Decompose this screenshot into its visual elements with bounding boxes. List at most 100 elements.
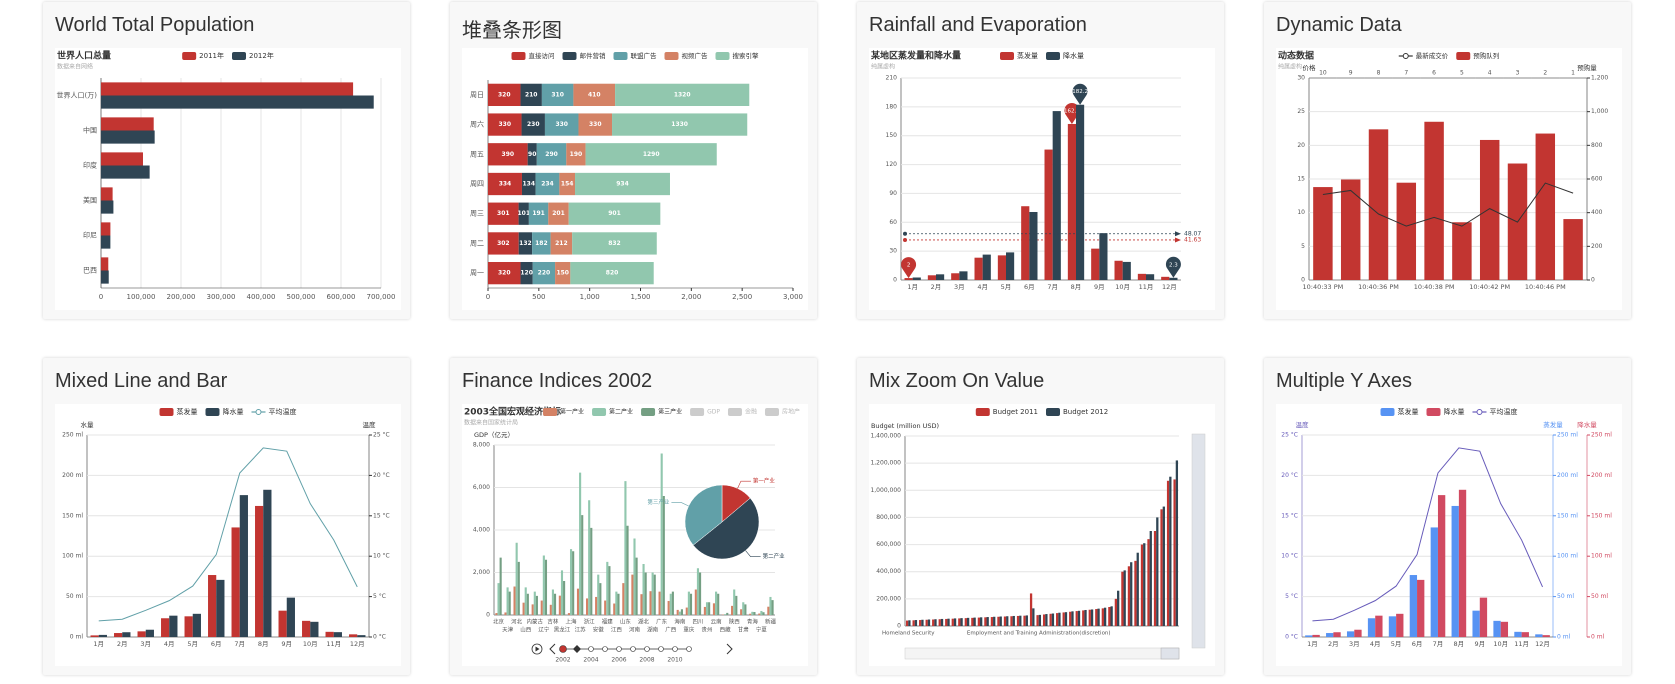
timeline-next[interactable]: [726, 643, 733, 655]
bar: [255, 505, 264, 637]
legend-icon: [1046, 408, 1060, 416]
bar: [762, 612, 765, 615]
bar: [90, 635, 99, 637]
bar: [912, 620, 915, 626]
chart-card: Dynamic Data 动态数据 纯属虚构 最新成交价 预购队列 0 5 10 15 20 25 3…: [1264, 2, 1631, 319]
legend-label: 金融: [745, 408, 757, 416]
bar: [908, 620, 911, 626]
legend-label: 平均温度: [269, 407, 297, 416]
chart-card: Mix Zoom On Value Budget 2011 Budget 2012 0…: [857, 358, 1224, 675]
y-tick-label: 周一: [470, 269, 484, 277]
timeline-node[interactable]: [602, 646, 608, 652]
legend: Budget 2011 Budget 2012: [975, 408, 1108, 416]
bar: [567, 613, 570, 615]
bar: [573, 83, 616, 106]
axis-name: 温度: [1296, 420, 1310, 429]
timeline-node[interactable]: [630, 646, 636, 652]
bar: [1075, 611, 1078, 626]
bar: [497, 583, 500, 615]
bar: [1166, 480, 1170, 626]
card-heading: Dynamic Data: [1276, 14, 1402, 36]
x-tick-label: Employment and Training Administration(d…: [967, 631, 1111, 637]
bar: [1088, 609, 1091, 626]
legend-icon: [764, 408, 779, 416]
bar: [986, 617, 989, 626]
bar: [947, 618, 950, 626]
bar: [1143, 543, 1146, 626]
bar: [579, 472, 582, 615]
x-tick-label: 10月: [1493, 640, 1508, 648]
bar: [532, 262, 556, 285]
legend-icon: [613, 52, 628, 60]
timeline-node[interactable]: [616, 646, 622, 652]
bar: [1097, 608, 1100, 626]
y-tick-label: 1,000,000: [870, 487, 901, 494]
bar: [735, 595, 738, 615]
bar: [1114, 598, 1118, 626]
timeline-play[interactable]: [531, 643, 543, 655]
legend-label: 降水量: [1063, 51, 1084, 60]
timeline-node[interactable]: [573, 645, 581, 653]
legend-label: 第一产业: [560, 408, 584, 416]
legend-label: 蒸发量: [1398, 407, 1419, 416]
y-tick-label: 5 °C: [1285, 593, 1298, 600]
bar: [1424, 121, 1444, 281]
bar: [590, 527, 593, 615]
chart-title: 动态数据: [1278, 50, 1314, 62]
timeline-node[interactable]: [559, 645, 567, 653]
y-tick-label: 15 °C: [373, 512, 390, 519]
timeline-node[interactable]: [644, 646, 650, 652]
legend-icon: [159, 408, 174, 416]
zoom-slider-vertical[interactable]: [1191, 433, 1206, 649]
x-tick-label: 2月: [117, 640, 128, 648]
bar: [520, 83, 542, 106]
x-tick-label: 12月: [350, 640, 365, 648]
x-tick-label: 3,000: [783, 293, 803, 301]
y-tick-label: 25: [1297, 108, 1305, 115]
bar: [1409, 575, 1418, 637]
legend: 蒸发量 降水量 平均温度: [159, 407, 297, 416]
bar: [278, 610, 287, 637]
legend-label: 房地产: [782, 408, 800, 416]
y-tick-label: 10: [1297, 209, 1305, 216]
bar: [905, 620, 909, 626]
bar: [1127, 566, 1131, 626]
data-label: 220: [538, 270, 551, 277]
timeline-node[interactable]: [658, 646, 664, 652]
bar: [615, 83, 750, 106]
bar: [122, 632, 131, 637]
bar: [101, 200, 114, 214]
bar: [544, 113, 579, 136]
legend-icon: [232, 52, 246, 60]
bar: [651, 572, 654, 615]
bar: [568, 202, 661, 225]
data-label: 90: [528, 151, 536, 158]
bar: [951, 618, 954, 626]
timeline-prev[interactable]: [549, 643, 556, 655]
y-tick-label: 200 ml: [1557, 472, 1578, 479]
zoom-slider-horizontal[interactable]: [904, 647, 1180, 660]
bar: [101, 222, 111, 236]
legend-label: 最新成交价: [1416, 51, 1449, 60]
timeline-node[interactable]: [588, 646, 594, 652]
x-tick-label: 2月: [1328, 640, 1339, 648]
bar: [137, 631, 146, 637]
timeline-node[interactable]: [672, 646, 678, 652]
bar: [1006, 616, 1009, 626]
pie-slice: [684, 484, 723, 546]
legend-icon: [1046, 52, 1060, 60]
line: [1312, 447, 1543, 622]
zoom-handle[interactable]: [1160, 647, 1180, 660]
chart-card: Multiple Y Axes 蒸发量 降水量 平均温度 0 °C 5 °C 10 °C 15…: [1264, 358, 1631, 675]
data-label: 832: [608, 240, 621, 247]
y-tick-label: 30: [1297, 75, 1305, 82]
bar: [726, 612, 729, 615]
bar: [161, 618, 170, 637]
bar: [1130, 562, 1133, 626]
timeline-node[interactable]: [686, 646, 692, 652]
x-tick-label: 5月: [187, 640, 198, 648]
chart-card: Mixed Line and Bar 蒸发量 降水量 平均温度 0 ml 50 ml 100…: [43, 358, 410, 675]
legend-label: 第二产业: [609, 408, 633, 416]
y-tick-label: 250 ml: [62, 432, 83, 439]
